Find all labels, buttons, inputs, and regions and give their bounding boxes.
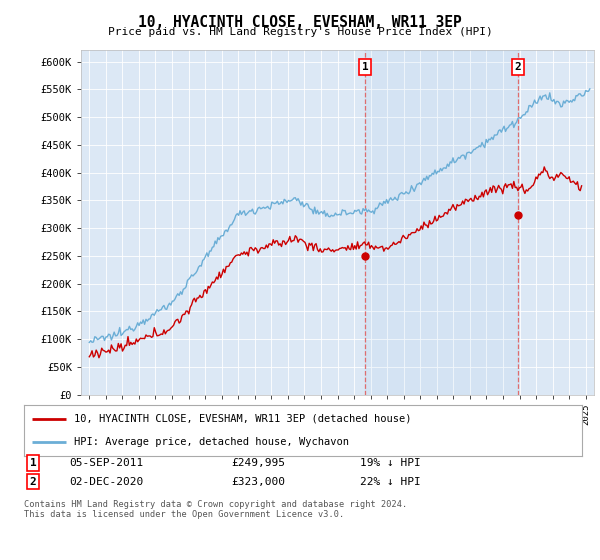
Text: HPI: Average price, detached house, Wychavon: HPI: Average price, detached house, Wych… <box>74 437 349 447</box>
Text: 22% ↓ HPI: 22% ↓ HPI <box>360 477 421 487</box>
Text: 2: 2 <box>515 62 521 72</box>
Bar <box>365 50 518 395</box>
Text: 10, HYACINTH CLOSE, EVESHAM, WR11 3EP: 10, HYACINTH CLOSE, EVESHAM, WR11 3EP <box>138 15 462 30</box>
Text: 05-SEP-2011: 05-SEP-2011 <box>69 458 143 468</box>
Text: 2: 2 <box>29 477 37 487</box>
Text: £249,995: £249,995 <box>231 458 285 468</box>
Text: 02-DEC-2020: 02-DEC-2020 <box>69 477 143 487</box>
Text: 19% ↓ HPI: 19% ↓ HPI <box>360 458 421 468</box>
Text: 1: 1 <box>362 62 368 72</box>
Text: Price paid vs. HM Land Registry's House Price Index (HPI): Price paid vs. HM Land Registry's House … <box>107 27 493 38</box>
Text: £323,000: £323,000 <box>231 477 285 487</box>
Text: 1: 1 <box>29 458 37 468</box>
Text: Contains HM Land Registry data © Crown copyright and database right 2024.
This d: Contains HM Land Registry data © Crown c… <box>24 500 407 519</box>
Text: 10, HYACINTH CLOSE, EVESHAM, WR11 3EP (detached house): 10, HYACINTH CLOSE, EVESHAM, WR11 3EP (d… <box>74 414 412 424</box>
